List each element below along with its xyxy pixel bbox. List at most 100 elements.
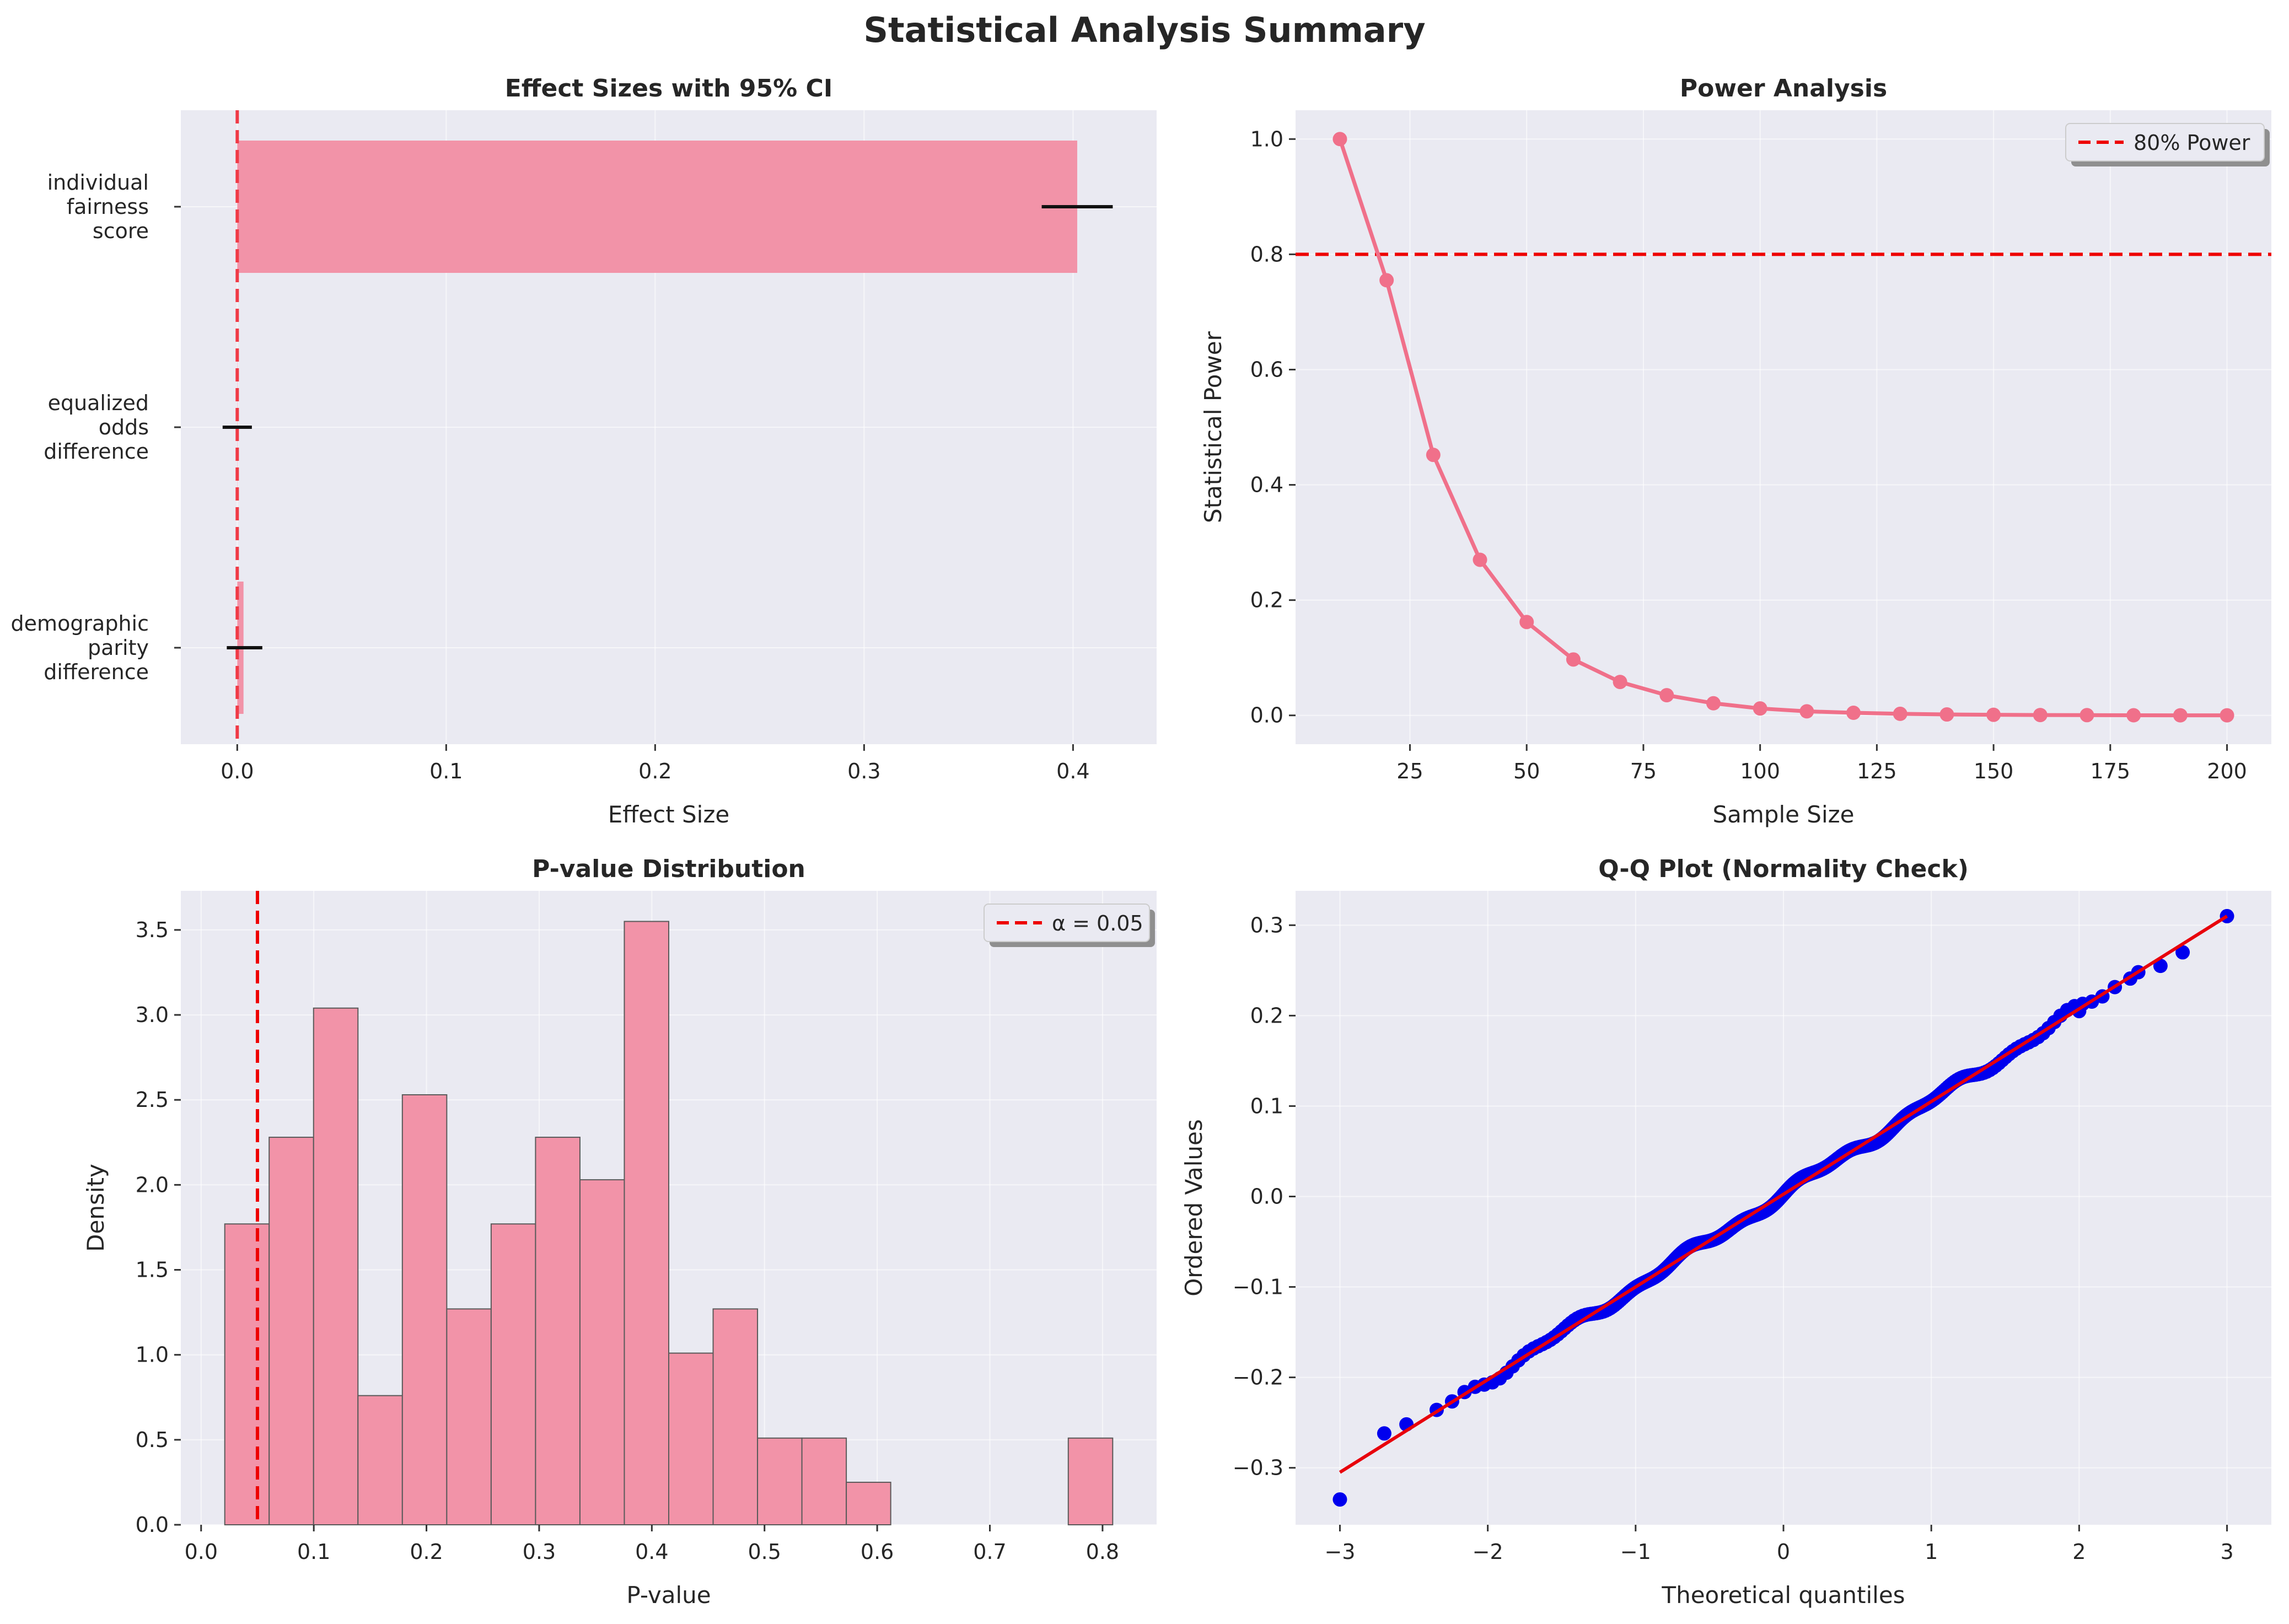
qq-yticks: −0.3 −0.2 −0.1 0.0 0.1 0.2 0.3 bbox=[1233, 913, 1296, 1480]
qq-xtick-label: 2 bbox=[2072, 1540, 2086, 1564]
power-point bbox=[1566, 652, 1581, 667]
power-point bbox=[1659, 688, 1674, 703]
qq-ytick-label: −0.3 bbox=[1233, 1456, 1283, 1480]
power-point bbox=[1706, 696, 1721, 711]
power-panel: 25 50 75 100 125 150 175 200 0.0 0.2 0.4 0.6 0.8 1.0… bbox=[1200, 74, 2271, 828]
pvalue-ytick-label: 2.5 bbox=[136, 1088, 169, 1112]
power-axes bbox=[1296, 110, 2271, 744]
qq-xticks: −3 −2 −1 0 1 2 3 bbox=[1324, 1525, 2234, 1564]
power-point bbox=[1426, 448, 1441, 463]
power-ylabel: Statistical Power bbox=[1200, 331, 1227, 523]
effect-sizes-xtick-label: 0.3 bbox=[847, 759, 880, 783]
pvalue-bin-bar bbox=[224, 1223, 270, 1525]
pvalue-xtick-label: 0.6 bbox=[861, 1540, 894, 1564]
pvalue-xtick-label: 0.7 bbox=[973, 1540, 1006, 1564]
pvalue-yticks: 0.0 0.5 1.0 1.5 2.0 2.5 3.0 3.5 bbox=[136, 918, 181, 1537]
power-legend-label: 80% Power bbox=[2134, 131, 2250, 155]
pvalue-bin-bar bbox=[579, 1179, 625, 1525]
qq-ytick-label: −0.1 bbox=[1233, 1275, 1283, 1299]
qq-fit-line bbox=[1339, 915, 2228, 1474]
qq-ytick-label: 0.2 bbox=[1250, 1003, 1283, 1028]
effect-size-bar bbox=[237, 141, 1077, 273]
qq-xlabel: Theoretical quantiles bbox=[1661, 1582, 1905, 1609]
power-ytick-label: 0.6 bbox=[1250, 357, 1283, 381]
power-point bbox=[1379, 273, 1394, 288]
power-xtick-label: 75 bbox=[1630, 759, 1657, 783]
pvalue-bin-bar bbox=[846, 1481, 891, 1526]
pvalue-bin-bar bbox=[668, 1352, 714, 1526]
qq-xtick-label: 3 bbox=[2220, 1540, 2233, 1564]
power-xtick-label: 25 bbox=[1396, 759, 1423, 783]
effect-sizes-bars bbox=[237, 141, 1077, 714]
qq-ytick-label: 0.1 bbox=[1250, 1094, 1283, 1118]
pvalue-bin-bar bbox=[801, 1437, 847, 1526]
pvalue-legend-box bbox=[984, 904, 1150, 942]
pvalue-xtick-label: 0.0 bbox=[185, 1540, 218, 1564]
power-xtick-label: 100 bbox=[1740, 759, 1780, 783]
power-xtick-label: 50 bbox=[1513, 759, 1540, 783]
pvalue-ytick-label: 1.0 bbox=[136, 1343, 169, 1367]
effect-sizes-ytick-label: equalized bbox=[48, 391, 149, 415]
pvalue-xtick-label: 0.4 bbox=[635, 1540, 668, 1564]
qq-point bbox=[1377, 1426, 1391, 1441]
power-xlabel: Sample Size bbox=[1712, 801, 1854, 828]
pvalue-xtick-label: 0.2 bbox=[410, 1540, 443, 1564]
qq-grid bbox=[1296, 891, 2271, 1525]
power-point bbox=[2173, 708, 2188, 723]
power-xtick-label: 150 bbox=[1974, 759, 2014, 783]
pvalue-xtick-label: 0.8 bbox=[1086, 1540, 1119, 1564]
qq-xtick-label: 1 bbox=[1925, 1540, 1938, 1564]
effect-sizes-ytick-label: difference bbox=[44, 660, 149, 684]
qq-ylabel: Ordered Values bbox=[1180, 1119, 1207, 1297]
qq-ytick-label: 0.0 bbox=[1250, 1184, 1283, 1208]
pvalue-bin-bar bbox=[1067, 1437, 1114, 1526]
power-xtick-label: 200 bbox=[2207, 759, 2247, 783]
effect-sizes-ytick-label: parity bbox=[88, 636, 149, 660]
pvalue-bin-bar bbox=[712, 1308, 759, 1526]
effect-sizes-xlabel: Effect Size bbox=[608, 801, 729, 828]
pvalue-bin-bar bbox=[268, 1137, 314, 1526]
power-point bbox=[1986, 707, 2001, 722]
power-xtick-label: 175 bbox=[2091, 759, 2131, 783]
power-point bbox=[1799, 704, 1814, 719]
power-point bbox=[1473, 552, 1487, 567]
power-ytick-label: 1.0 bbox=[1250, 127, 1283, 151]
pvalue-bin-bar bbox=[535, 1137, 581, 1526]
pvalue-ytick-label: 0.0 bbox=[136, 1513, 169, 1537]
power-ytick-label: 0.8 bbox=[1250, 242, 1283, 266]
effect-sizes-xticks: 0.0 0.1 0.2 0.3 0.4 bbox=[221, 744, 1090, 783]
pvalue-ytick-label: 2.0 bbox=[136, 1173, 169, 1197]
pvalue-bin-bar bbox=[624, 921, 670, 1525]
qq-fitline bbox=[1339, 915, 2228, 1474]
power-ytick-label: 0.4 bbox=[1250, 473, 1283, 497]
power-point bbox=[2080, 708, 2094, 723]
power-legend: 80% Power bbox=[2065, 123, 2270, 166]
power-point bbox=[1846, 706, 1861, 720]
power-point bbox=[1332, 132, 1347, 147]
pvalue-bin-bar bbox=[313, 1007, 359, 1526]
pvalue-bin-bar bbox=[446, 1308, 492, 1526]
power-point bbox=[1893, 706, 1908, 721]
effect-sizes-ytick-label: individual bbox=[47, 170, 149, 195]
pvalue-ytick-label: 0.5 bbox=[136, 1428, 169, 1452]
qq-ytick-label: 0.3 bbox=[1250, 913, 1283, 937]
effect-sizes-xtick-label: 0.4 bbox=[1056, 759, 1089, 783]
power-yticks: 0.0 0.2 0.4 0.6 0.8 1.0 bbox=[1250, 127, 1296, 728]
effect-sizes-errorbars bbox=[222, 205, 1113, 649]
power-series-line bbox=[1338, 138, 2227, 718]
power-xtick-label: 125 bbox=[1857, 759, 1897, 783]
qq-xtick-label: −2 bbox=[1473, 1540, 1503, 1564]
pvalue-ytick-label: 3.5 bbox=[136, 918, 169, 942]
pvalue-bin-bar bbox=[490, 1223, 536, 1525]
power-ytick-label: 0.0 bbox=[1250, 703, 1283, 728]
pvalue-title: P-value Distribution bbox=[532, 855, 805, 883]
pvalue-bin-bar bbox=[357, 1395, 403, 1525]
effect-sizes-xtick-label: 0.2 bbox=[638, 759, 671, 783]
effect-sizes-title: Effect Sizes with 95% CI bbox=[505, 74, 832, 103]
pvalue-ylabel: Density bbox=[82, 1164, 109, 1252]
pvalue-ytick-label: 3.0 bbox=[136, 1003, 169, 1027]
pvalue-ytick-label: 1.5 bbox=[136, 1258, 169, 1282]
pvalue-bars bbox=[224, 921, 1114, 1526]
